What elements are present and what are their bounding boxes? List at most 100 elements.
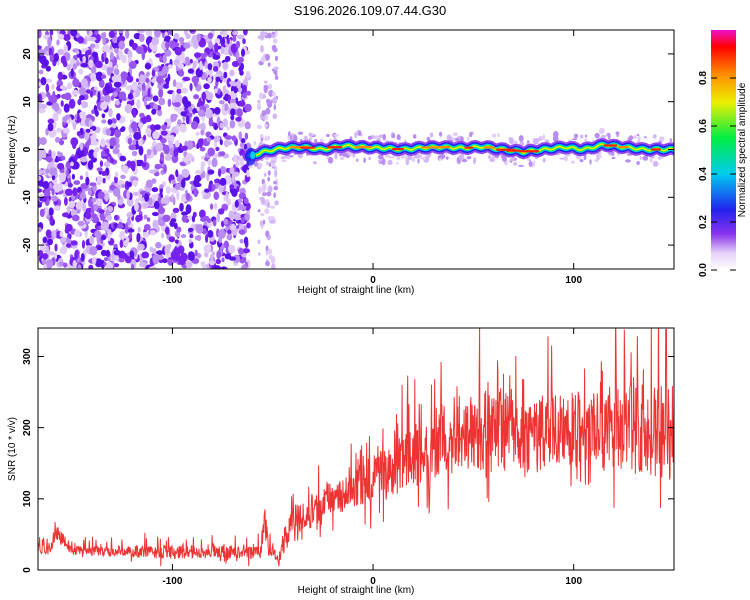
noise-blob (98, 209, 105, 214)
noise-blob (57, 71, 63, 81)
noise-blob (89, 246, 98, 256)
noise-blob (238, 247, 244, 255)
halo-blob (637, 136, 641, 142)
noise-blob (215, 146, 220, 152)
noise-blob (260, 45, 264, 53)
noise-blob (136, 78, 139, 83)
noise-blob (114, 263, 120, 268)
halo-blob (616, 131, 619, 138)
halo-blob (405, 155, 408, 162)
noise-blob (79, 95, 85, 101)
noise-blob (160, 30, 166, 33)
noise-blob (210, 203, 214, 210)
noise-blob (131, 264, 135, 269)
noise-blob (169, 147, 175, 156)
noise-blob (91, 116, 95, 122)
noise-blob (159, 55, 163, 63)
noise-blob (258, 186, 262, 195)
noise-blob (59, 246, 68, 255)
halo-blob (339, 156, 345, 160)
halo-blob (248, 166, 253, 169)
noise-blob (74, 229, 81, 238)
noise-blob (273, 181, 277, 185)
noise-blob (156, 75, 164, 84)
noise-blob (210, 253, 214, 263)
noise-blob (214, 42, 219, 53)
noise-blob (58, 182, 63, 192)
noise-blob (182, 114, 186, 122)
noise-blob (120, 174, 126, 180)
noise-blob (226, 77, 232, 88)
noise-blob (97, 91, 101, 102)
noise-blob (92, 256, 97, 265)
noise-blob (38, 181, 47, 187)
halo-blob (285, 156, 292, 160)
noise-blob (265, 107, 271, 115)
noise-blob (223, 71, 228, 79)
halo-blob (452, 132, 459, 136)
noise-blob (159, 184, 164, 189)
noise-blob (66, 63, 72, 71)
noise-blob (172, 207, 180, 213)
noise-blob (193, 78, 198, 88)
noise-blob (105, 249, 111, 257)
noise-blob (235, 40, 241, 49)
noise-blob (114, 171, 119, 178)
halo-blob (501, 155, 505, 159)
halo-blob (326, 133, 330, 138)
noise-blob (126, 197, 134, 207)
noise-blob (45, 155, 53, 163)
x-tick-label: -100 (162, 275, 182, 286)
noise-blob (263, 84, 269, 91)
noise-blob (142, 203, 150, 208)
noise-blob (211, 158, 218, 168)
noise-blob (154, 124, 161, 130)
noise-blob (264, 80, 268, 84)
halo-blob (445, 156, 449, 160)
colorbar-gradient (711, 30, 736, 270)
noise-blob (185, 192, 191, 201)
noise-blob (202, 263, 206, 269)
noise-blob (99, 79, 105, 88)
snr-x-ticks: -100 0 100 (162, 328, 582, 587)
noise-blob (138, 74, 146, 84)
snr-frame (37, 327, 675, 571)
noise-blob (111, 118, 117, 124)
halo-blob (533, 160, 536, 163)
noise-blob (72, 122, 77, 130)
noise-blob (244, 103, 252, 112)
noise-blob (138, 122, 144, 129)
noise-blob (85, 207, 93, 214)
y-tick-label: 300 (22, 348, 33, 365)
noise-blob (100, 101, 108, 111)
noise-blob (172, 91, 176, 101)
noise-blob (119, 155, 126, 161)
noise-blob (95, 198, 103, 207)
colorbar: 0.0 0.2 0.4 0.6 0.8 Normalized spectral ampl… (698, 30, 748, 277)
halo-blob (387, 159, 393, 166)
noise-blob (257, 209, 261, 213)
noise-blob (206, 137, 212, 143)
noise-blob (229, 184, 235, 190)
noise-blob (260, 213, 265, 216)
noise-blob (113, 187, 121, 197)
noise-blob (259, 220, 263, 227)
noise-blob (121, 165, 129, 173)
noise-blob (149, 229, 156, 236)
noise-blob (245, 70, 251, 79)
noise-blob (175, 239, 179, 244)
noise-blob (181, 168, 190, 178)
noise-blob (237, 34, 245, 40)
halo-blob (342, 151, 347, 158)
halo-blob (611, 150, 615, 156)
noise-blob (265, 160, 269, 166)
noise-blob (240, 138, 246, 144)
noise-blob (239, 161, 245, 167)
y-tick-label: 100 (22, 490, 33, 507)
noise-blob (88, 188, 92, 195)
noise-blob (224, 253, 232, 260)
noise-blob (246, 90, 251, 96)
noise-blob (218, 208, 225, 215)
noise-blob (125, 30, 130, 39)
halo-blob (377, 154, 384, 160)
